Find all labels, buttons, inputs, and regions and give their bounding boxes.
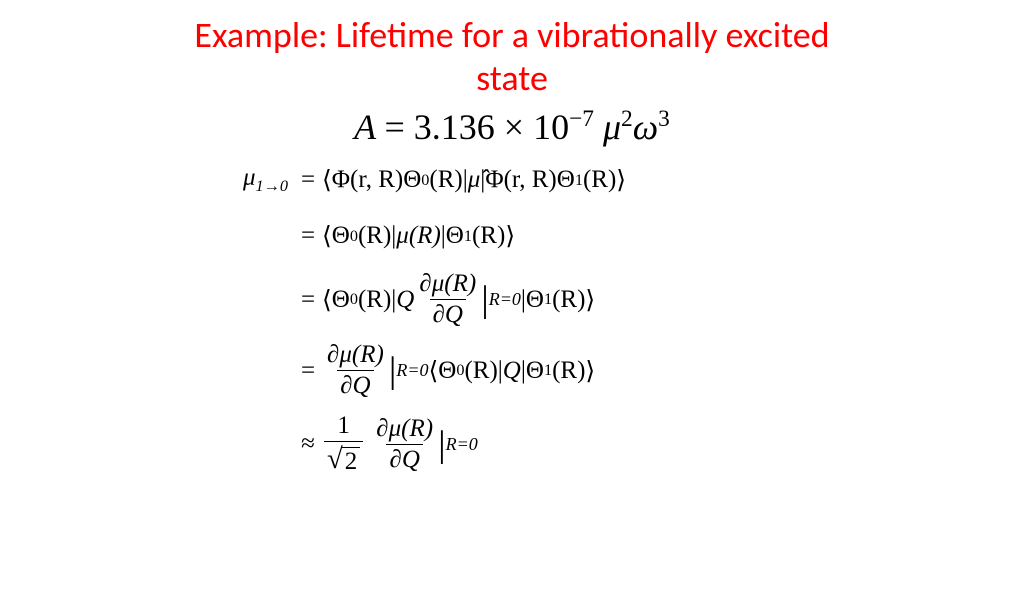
theta1-sub: 1: [464, 227, 472, 246]
frac-num: 1: [334, 412, 353, 441]
equals-4: =: [294, 357, 322, 385]
eq-omega-exp: 3: [658, 106, 670, 132]
equals-1: =: [294, 166, 322, 194]
ket-close: ⟩: [585, 285, 595, 315]
theta1-sub: 1: [544, 290, 552, 309]
theta0: Θ: [332, 222, 350, 250]
q-symbol: Q: [503, 357, 521, 385]
mu-sub: 1→0: [256, 177, 289, 195]
eval-sub: R=0: [396, 360, 428, 381]
eval-sub: R=0: [489, 289, 521, 310]
theta1: Θ: [557, 166, 575, 194]
derivation-line-3: = ⟨Θ0(R)|Q ∂μ(R) ∂Q |R=0|Θ1(R)⟩: [202, 270, 822, 329]
derivation-line-4: = ∂μ(R) ∂Q |R=0 ⟨Θ0(R)|Q|Θ1(R)⟩: [202, 341, 822, 400]
eq-mu: μ: [603, 107, 621, 147]
derivation-block: μ1→0 = ⟨Φ(r, R)Θ0(R)|μ̂|Φ(r, R)Θ1(R)⟩ = …: [202, 158, 822, 488]
eq-mu-exp: 2: [621, 106, 633, 132]
title-line-2: state: [476, 56, 548, 100]
partial-fraction: ∂μ(R) ∂Q: [324, 341, 387, 400]
equals-2: =: [294, 222, 322, 250]
one-over-sqrt2: 1 √2: [324, 412, 363, 476]
bra-open: ⟨: [429, 356, 439, 386]
r-arg: (R): [472, 222, 505, 250]
theta0: Θ: [438, 357, 456, 385]
phi-1: Φ(r, R): [332, 166, 403, 194]
derivation-line-1: μ1→0 = ⟨Φ(r, R)Θ0(R)|μ̂|Φ(r, R)Θ1(R)⟩: [202, 158, 822, 202]
theta0: Θ: [403, 166, 421, 194]
r-arg: (R): [583, 166, 616, 194]
bra-open: ⟨: [322, 221, 332, 251]
mu-of-r: μ(R): [396, 222, 440, 250]
theta1: Θ: [446, 222, 464, 250]
eq-lhs: A: [354, 107, 375, 147]
frac-num: ∂μ(R): [416, 270, 479, 299]
theta0: Θ: [332, 286, 350, 314]
ket-close: ⟩: [585, 356, 595, 386]
eval-sub: R=0: [446, 434, 478, 455]
r-arg: (R): [552, 286, 585, 314]
sqrt: √2: [327, 443, 360, 476]
eq-times: ×: [504, 107, 524, 147]
partial-fraction: ∂μ(R) ∂Q: [373, 415, 436, 474]
ket-close: ⟩: [505, 221, 515, 251]
theta1: Θ: [526, 286, 544, 314]
mu-symbol: μ: [243, 164, 256, 191]
theta0-sub: 0: [350, 290, 358, 309]
approx-5: ≈: [294, 430, 322, 458]
r-arg: (R): [552, 357, 585, 385]
r-arg: (R): [464, 357, 497, 385]
slide: Example: Lifetime for a vibrationally ex…: [0, 0, 1024, 590]
eq-omega: ω: [633, 107, 658, 147]
eq-exp: −7: [569, 106, 594, 132]
slide-title: Example: Lifetime for a vibrationally ex…: [194, 14, 829, 100]
eval-bar: |: [438, 423, 446, 466]
title-line-1: Example: Lifetime for a vibrationally ex…: [194, 13, 829, 57]
theta1-sub: 1: [544, 361, 552, 380]
derivation-line-5: ≈ 1 √2 ∂μ(R) ∂Q |R=0: [202, 412, 822, 476]
main-equation: A = 3.136 × 10−7 μ2ω3: [354, 106, 670, 148]
bra-open: ⟨: [322, 285, 332, 315]
phi-2: Φ(r, R): [485, 166, 556, 194]
theta0-sub: 0: [456, 361, 464, 380]
eval-bar: |: [481, 278, 489, 321]
frac-den: ∂Q: [430, 299, 466, 329]
r-arg: (R): [358, 286, 391, 314]
q-symbol: Q: [396, 286, 414, 314]
theta1-sub: 1: [575, 171, 583, 190]
theta1: Θ: [526, 357, 544, 385]
r-arg: (R): [358, 222, 391, 250]
partial-fraction: ∂μ(R) ∂Q: [416, 270, 479, 329]
frac-den: ∂Q: [337, 370, 373, 400]
frac-num: ∂μ(R): [324, 341, 387, 370]
eq-coeff: 3.136: [414, 107, 495, 147]
equals-3: =: [294, 286, 322, 314]
bra-open: ⟨: [322, 165, 332, 195]
eq-equals: =: [384, 107, 404, 147]
mu-hat: μ̂: [468, 166, 481, 194]
ket-close: ⟩: [616, 165, 626, 195]
r-arg: (R): [429, 166, 462, 194]
theta0-sub: 0: [421, 171, 429, 190]
eq-base: 10: [533, 107, 569, 147]
theta0-sub: 0: [350, 227, 358, 246]
derivation-line-2: = ⟨Θ0(R)|μ(R)|Θ1(R)⟩: [202, 214, 822, 258]
sqrt-arg: 2: [342, 447, 361, 476]
frac-den: ∂Q: [386, 444, 422, 474]
frac-num: ∂μ(R): [373, 415, 436, 444]
